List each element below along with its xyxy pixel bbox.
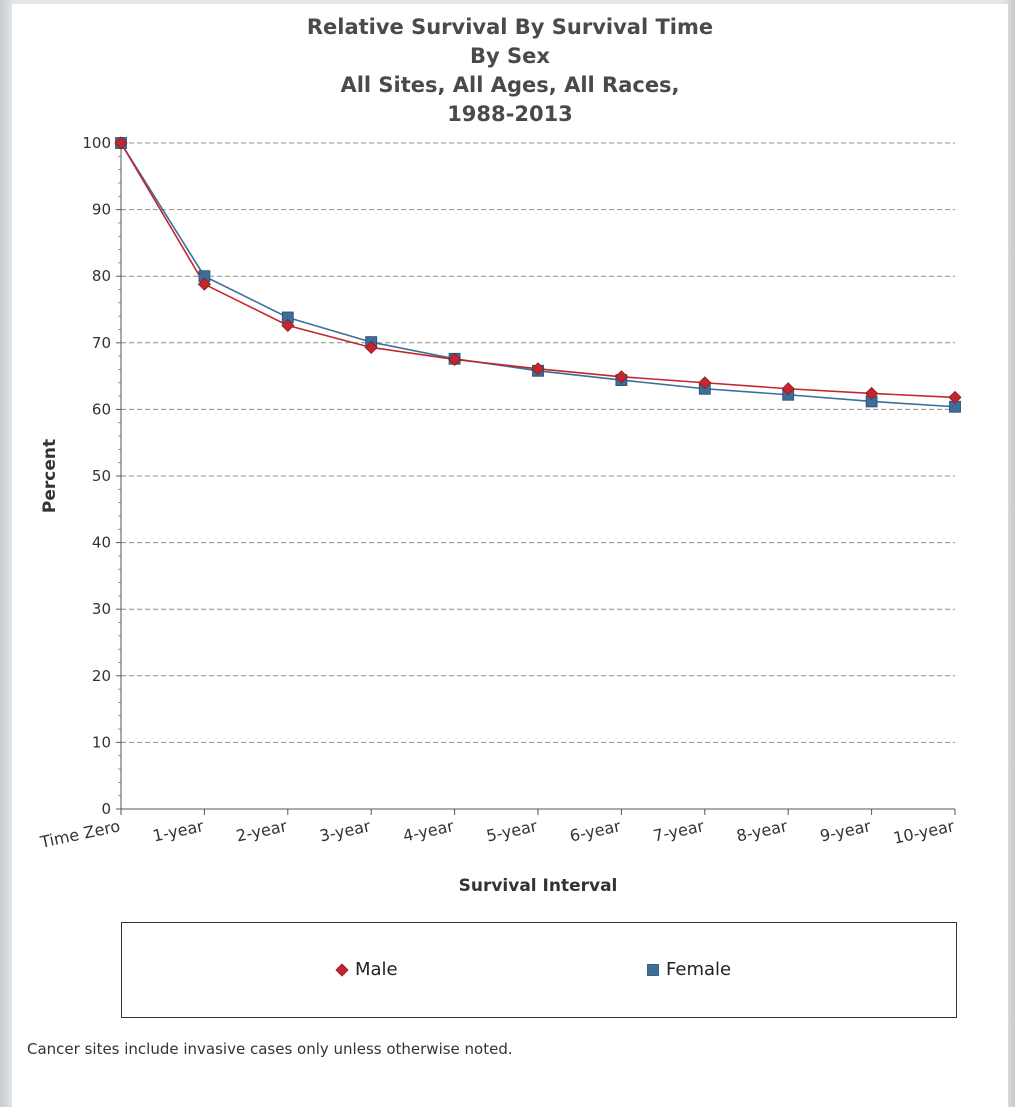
data-point-male[interactable]: [197, 277, 211, 291]
data-point-male[interactable]: [698, 376, 712, 390]
markers-male: [114, 136, 962, 404]
x-tick-label: 9-year: [818, 816, 873, 845]
x-tick-label: 6-year: [568, 816, 623, 845]
legend-item-female[interactable]: Female: [646, 959, 731, 980]
y-tick-label: 40: [92, 534, 111, 552]
chart-title-line: Relative Survival By Survival Time: [307, 15, 713, 39]
data-point-male[interactable]: [281, 318, 295, 333]
y-tick-label: 10: [92, 733, 111, 751]
x-tick-label: Time Zero: [38, 816, 122, 852]
y-tick-label: 100: [82, 134, 111, 152]
data-point-male[interactable]: [948, 390, 962, 404]
y-tick-label: 0: [101, 800, 111, 818]
x-tick-label: 8-year: [735, 816, 790, 845]
footnote: Cancer sites include invasive cases only…: [27, 1040, 513, 1058]
x-axis-title: Survival Interval: [459, 876, 618, 896]
data-point-male[interactable]: [364, 340, 378, 355]
x-tick-label: 7-year: [651, 816, 706, 845]
series-male: [120, 142, 956, 399]
chart-title-line: 1988-2013: [447, 102, 573, 126]
data-point-male[interactable]: [448, 352, 462, 367]
x-tick-label: 10-year: [892, 816, 957, 847]
series-lines: [114, 136, 962, 413]
data-point-male[interactable]: [614, 370, 628, 384]
data-point-male[interactable]: [865, 386, 879, 400]
x-tick-label: 5-year: [485, 816, 540, 845]
x-tick-label: 4-year: [401, 816, 456, 845]
series-line-male: [120, 142, 956, 399]
axes: [116, 142, 956, 815]
y-tick-label: 70: [92, 334, 111, 352]
legend-label-female: Female: [666, 959, 732, 980]
legend: Male Female: [121, 922, 957, 1018]
square-marker-icon: [647, 963, 659, 976]
chart-title-line: By Sex: [470, 44, 550, 68]
y-tick-label: 50: [92, 467, 111, 485]
grid-lines: [121, 142, 955, 743]
y-tick-label: 20: [92, 667, 111, 685]
y-tick-label: 60: [92, 400, 111, 418]
y-tick-labels: 0 10 20 30 40 50 60 70 80 90 100: [82, 134, 111, 818]
x-tick-label: 1-year: [151, 816, 206, 845]
legend-item-male[interactable]: Male: [335, 959, 398, 980]
x-tick-label: 2-year: [234, 816, 289, 845]
y-axis-title: Percent: [40, 439, 60, 513]
y-tick-label: 90: [92, 201, 111, 219]
x-tick-label: 3-year: [318, 816, 373, 845]
chart-title-line: All Sites, All Ages, All Races,: [340, 73, 679, 97]
y-tick-label: 80: [92, 267, 111, 285]
chart-panel: Relative Survival By Survival Time By Sex…: [12, 4, 1008, 1107]
diamond-marker-icon: [335, 962, 349, 977]
data-point-male[interactable]: [114, 136, 128, 150]
y-tick-label: 30: [92, 600, 111, 618]
x-tick-labels: Time Zero 1-year 2-year 3-year 4-year 5-year 6…: [38, 816, 957, 852]
survival-chart: Relative Survival By Survival Time By Sex…: [38, 15, 962, 896]
data-point-male[interactable]: [781, 382, 795, 396]
legend-label-male: Male: [355, 959, 398, 980]
data-point-male[interactable]: [531, 362, 545, 376]
chart-title: Relative Survival By Survival Time By Sex…: [307, 15, 713, 126]
